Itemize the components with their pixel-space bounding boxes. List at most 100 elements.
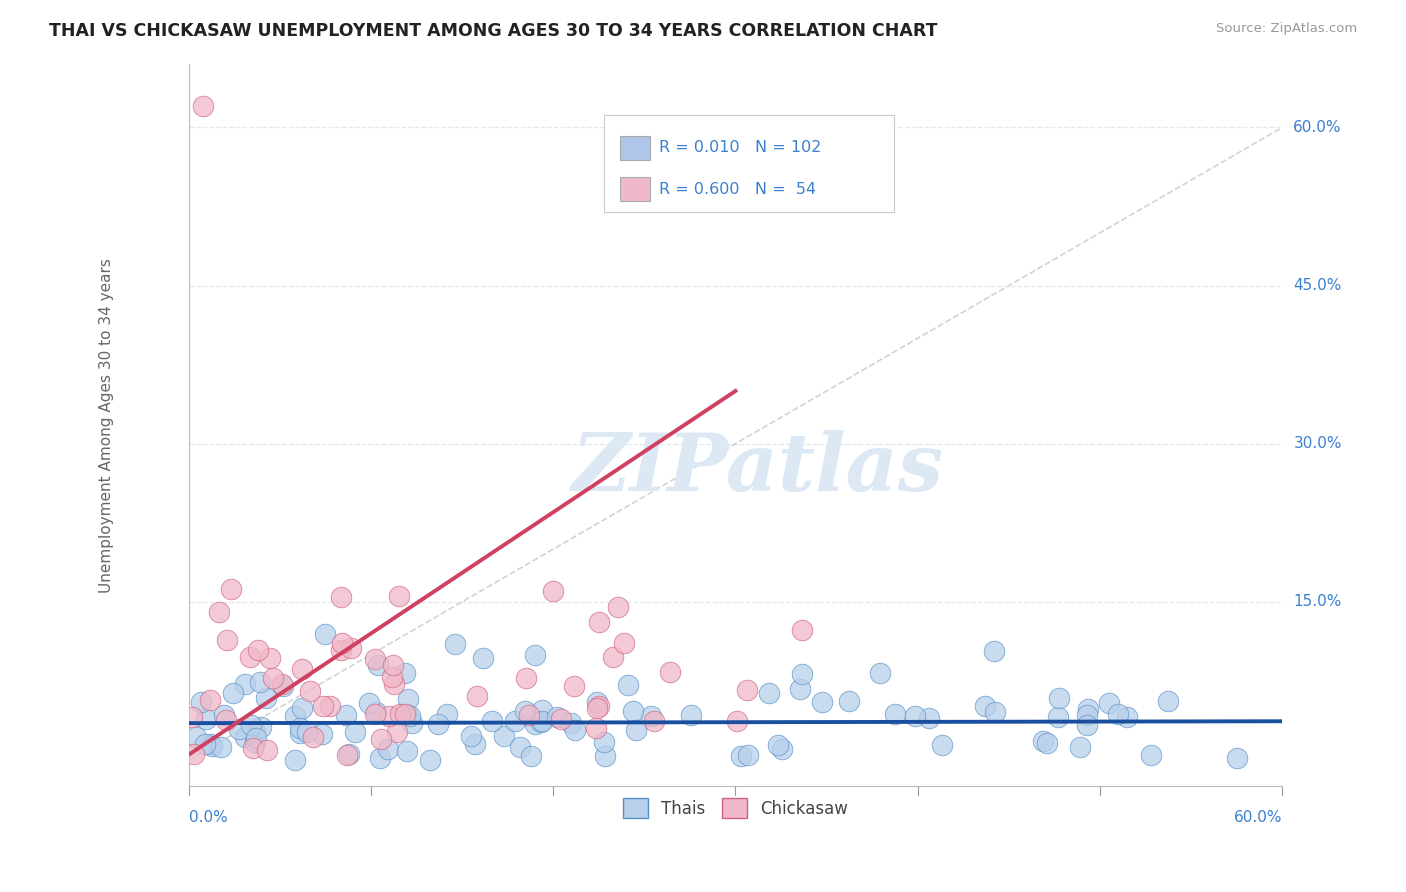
Point — [789, 681, 811, 696]
Point — [312, 699, 335, 714]
Text: Source: ZipAtlas.com: Source: ZipAtlas.com — [1216, 22, 1357, 36]
Point — [235, 677, 257, 691]
Point — [299, 684, 322, 698]
Point — [387, 724, 409, 739]
Point — [585, 700, 607, 714]
Point — [239, 718, 262, 732]
Text: 45.0%: 45.0% — [1294, 278, 1341, 293]
Point — [531, 714, 554, 728]
Point — [1107, 706, 1129, 721]
Point — [181, 710, 204, 724]
Point — [624, 723, 647, 737]
Point — [607, 599, 630, 614]
Point — [792, 623, 814, 637]
Point — [1077, 702, 1099, 716]
Point — [530, 714, 553, 729]
Point — [593, 735, 616, 749]
Point — [1226, 751, 1249, 765]
Point — [295, 724, 318, 739]
Point — [336, 748, 359, 763]
Point — [367, 658, 389, 673]
Point — [256, 743, 278, 757]
Point — [382, 657, 405, 672]
Point — [593, 748, 616, 763]
Point — [613, 636, 636, 650]
Point — [209, 740, 232, 755]
Point — [212, 708, 235, 723]
Point — [427, 717, 450, 731]
Point — [768, 738, 790, 752]
Point — [1069, 739, 1091, 754]
Point — [811, 695, 834, 709]
Text: 30.0%: 30.0% — [1294, 436, 1341, 451]
Point — [401, 716, 423, 731]
Point — [623, 704, 645, 718]
Point — [254, 690, 277, 705]
Point — [730, 748, 752, 763]
Point — [302, 730, 325, 744]
FancyBboxPatch shape — [605, 115, 894, 212]
Point — [190, 695, 212, 709]
Point — [918, 711, 941, 725]
Point — [329, 642, 352, 657]
Point — [585, 722, 607, 736]
Point — [377, 742, 399, 756]
Point — [464, 737, 486, 751]
Text: R = 0.600   N =  54: R = 0.600 N = 54 — [659, 182, 815, 196]
Point — [524, 648, 547, 662]
Point — [602, 650, 624, 665]
Point — [330, 636, 353, 650]
Point — [444, 637, 467, 651]
Point — [377, 709, 399, 723]
Point — [550, 712, 572, 726]
Point — [239, 650, 262, 665]
Point — [194, 712, 217, 726]
Point — [640, 709, 662, 723]
Point — [838, 694, 860, 708]
Point — [245, 724, 267, 739]
Point — [337, 747, 360, 761]
Point — [291, 662, 314, 676]
Point — [246, 643, 269, 657]
Point — [314, 626, 336, 640]
Point — [194, 737, 217, 751]
Point — [546, 709, 568, 723]
Point — [245, 731, 267, 745]
Point — [1098, 696, 1121, 710]
Point — [214, 713, 236, 727]
Text: THAI VS CHICKASAW UNEMPLOYMENT AMONG AGES 30 TO 34 YEARS CORRELATION CHART: THAI VS CHICKASAW UNEMPLOYMENT AMONG AGE… — [49, 22, 938, 40]
Point — [389, 706, 412, 721]
Point — [869, 666, 891, 681]
Point — [884, 707, 907, 722]
Point — [494, 730, 516, 744]
Text: 60.0%: 60.0% — [1234, 810, 1282, 824]
Point — [222, 686, 245, 700]
Point — [368, 751, 391, 765]
Point — [221, 582, 243, 596]
Point — [737, 747, 759, 762]
Point — [523, 716, 546, 731]
Point — [1032, 734, 1054, 748]
Point — [588, 698, 610, 713]
Point — [481, 714, 503, 728]
Point — [243, 734, 266, 748]
FancyBboxPatch shape — [620, 136, 650, 161]
Point — [560, 715, 582, 730]
Point — [562, 679, 585, 693]
Point — [399, 709, 422, 723]
Point — [311, 727, 333, 741]
Point — [271, 679, 294, 693]
Point — [983, 644, 1005, 658]
Point — [513, 704, 536, 718]
Point — [396, 692, 419, 706]
Point — [395, 744, 418, 758]
Point — [284, 753, 307, 767]
Point — [288, 726, 311, 740]
Point — [198, 738, 221, 752]
Point — [364, 652, 387, 666]
Point — [1047, 710, 1070, 724]
Point — [460, 730, 482, 744]
Point — [193, 99, 215, 113]
Point — [531, 703, 554, 717]
Point — [541, 584, 564, 599]
